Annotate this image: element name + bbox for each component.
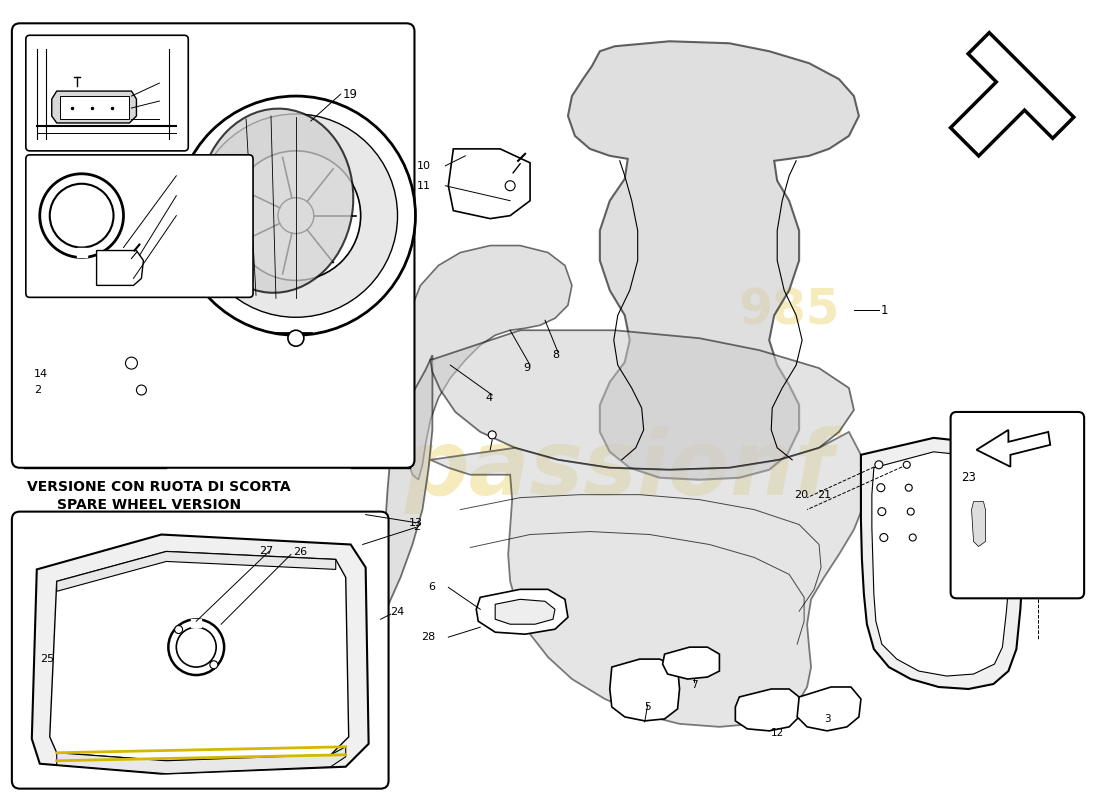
Circle shape	[903, 462, 910, 468]
Circle shape	[877, 484, 884, 492]
Text: 14: 14	[34, 369, 48, 379]
Text: VERSIONE CON RUOTA DI SCORTA: VERSIONE CON RUOTA DI SCORTA	[26, 480, 290, 494]
Polygon shape	[449, 149, 530, 218]
Polygon shape	[40, 345, 211, 382]
Polygon shape	[798, 687, 861, 731]
Polygon shape	[968, 494, 989, 551]
Text: 12: 12	[771, 728, 784, 738]
Polygon shape	[662, 647, 719, 679]
Polygon shape	[353, 355, 432, 719]
Polygon shape	[52, 91, 136, 123]
Circle shape	[288, 330, 304, 346]
Circle shape	[175, 626, 183, 634]
Text: 13: 13	[408, 518, 422, 527]
Text: 8: 8	[552, 350, 559, 360]
Polygon shape	[971, 502, 986, 546]
Text: 4: 4	[485, 393, 493, 403]
Text: 17: 17	[162, 96, 175, 106]
Text: 28: 28	[421, 632, 436, 642]
Polygon shape	[861, 438, 1026, 689]
Text: 6: 6	[428, 582, 436, 592]
Circle shape	[278, 198, 314, 234]
Text: 25: 25	[40, 654, 54, 664]
Text: 17: 17	[178, 210, 191, 221]
Text: 21: 21	[817, 490, 832, 500]
Text: 20: 20	[794, 490, 808, 500]
Text: 27: 27	[258, 546, 273, 557]
Text: 19: 19	[343, 87, 358, 101]
Polygon shape	[476, 590, 568, 634]
FancyBboxPatch shape	[12, 512, 388, 789]
Text: 9: 9	[524, 363, 530, 373]
Circle shape	[40, 174, 123, 258]
Polygon shape	[30, 358, 241, 408]
Circle shape	[176, 96, 416, 335]
Polygon shape	[495, 599, 556, 624]
Polygon shape	[50, 551, 349, 761]
Circle shape	[880, 534, 888, 542]
Ellipse shape	[199, 109, 353, 293]
Polygon shape	[1026, 565, 1053, 591]
Text: 18: 18	[162, 78, 175, 88]
Text: passionf: passionf	[405, 426, 835, 514]
Polygon shape	[609, 659, 680, 721]
Text: 7: 7	[692, 680, 698, 690]
Polygon shape	[404, 246, 572, 480]
Text: 985: 985	[738, 286, 840, 334]
Circle shape	[125, 357, 138, 369]
Polygon shape	[950, 33, 1074, 156]
Circle shape	[168, 619, 224, 675]
Circle shape	[878, 508, 886, 515]
Text: 23: 23	[961, 471, 977, 484]
Polygon shape	[97, 250, 143, 286]
Text: 15: 15	[178, 170, 191, 181]
Polygon shape	[977, 430, 1050, 466]
Text: 5: 5	[645, 702, 651, 712]
Polygon shape	[57, 551, 336, 591]
Text: 18: 18	[178, 190, 191, 201]
Circle shape	[195, 114, 397, 318]
Text: 10: 10	[417, 161, 430, 171]
Circle shape	[210, 661, 218, 669]
Text: 3: 3	[824, 714, 830, 724]
Polygon shape	[1003, 494, 1038, 551]
Polygon shape	[191, 619, 201, 627]
Circle shape	[908, 508, 914, 515]
Polygon shape	[57, 746, 345, 774]
FancyBboxPatch shape	[25, 35, 188, 151]
FancyBboxPatch shape	[950, 412, 1085, 598]
Text: 22: 22	[1038, 574, 1053, 584]
Polygon shape	[736, 689, 799, 731]
Text: 26: 26	[293, 547, 307, 558]
Circle shape	[874, 461, 883, 469]
Text: 1: 1	[881, 304, 889, 317]
Circle shape	[136, 385, 146, 395]
Circle shape	[50, 184, 113, 247]
Circle shape	[905, 484, 912, 491]
Text: 24: 24	[390, 607, 405, 618]
Circle shape	[505, 181, 515, 190]
FancyBboxPatch shape	[12, 23, 415, 468]
Circle shape	[231, 151, 361, 281]
Circle shape	[176, 627, 217, 667]
Text: 16: 16	[162, 114, 175, 124]
Text: 2: 2	[414, 522, 420, 531]
Polygon shape	[568, 42, 859, 480]
Polygon shape	[430, 432, 867, 727]
Text: 11: 11	[417, 181, 430, 190]
Polygon shape	[59, 96, 130, 119]
Polygon shape	[32, 534, 368, 774]
Polygon shape	[872, 452, 1012, 676]
FancyBboxPatch shape	[25, 155, 253, 298]
Circle shape	[488, 431, 496, 439]
Text: 2: 2	[34, 385, 41, 395]
Circle shape	[910, 534, 916, 541]
Polygon shape	[430, 330, 854, 470]
Text: SPARE WHEEL VERSION: SPARE WHEEL VERSION	[57, 498, 241, 512]
